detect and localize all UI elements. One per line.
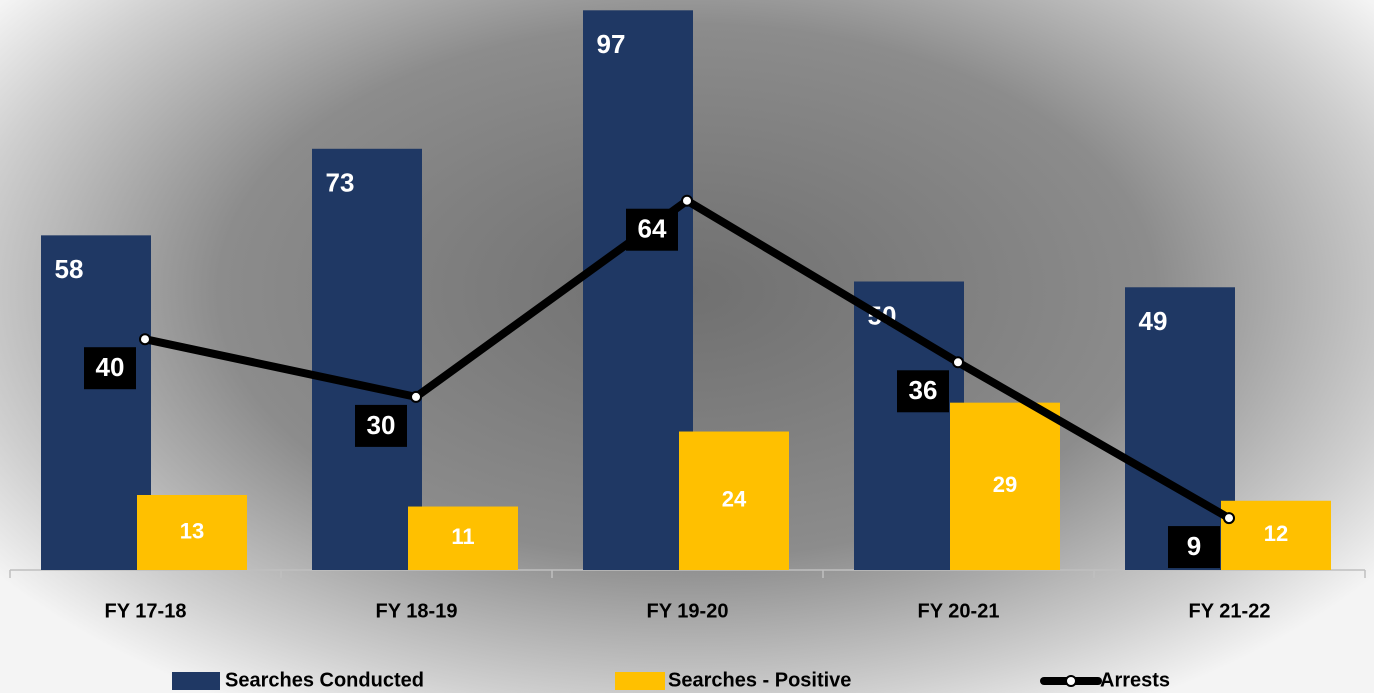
bar bbox=[1221, 500, 1331, 570]
line-marker bbox=[952, 356, 964, 369]
x-tick-label: FY 17-18 bbox=[105, 600, 187, 622]
data-label-box bbox=[626, 208, 678, 251]
line-marker bbox=[681, 194, 693, 207]
data-label-box bbox=[897, 370, 949, 413]
data-label: 29 bbox=[993, 472, 1017, 497]
data-label: 9 bbox=[1187, 531, 1201, 561]
legend-label: Searches Conducted bbox=[225, 669, 424, 691]
data-label-box bbox=[1168, 526, 1220, 569]
x-tick-label: FY 20-21 bbox=[918, 600, 1000, 622]
bar bbox=[583, 10, 693, 571]
data-label: 40 bbox=[96, 352, 125, 382]
legend: Searches Conducted Searches - Positive A… bbox=[172, 669, 1170, 691]
data-label: 36 bbox=[909, 375, 938, 405]
bar bbox=[137, 494, 247, 570]
data-label: 73 bbox=[326, 168, 355, 198]
data-label-box bbox=[355, 404, 407, 447]
data-label: 30 bbox=[367, 410, 396, 440]
x-tick-label: FY 18-19 bbox=[376, 600, 458, 622]
legend-swatch bbox=[615, 672, 665, 690]
data-label: 97 bbox=[597, 29, 626, 59]
bar bbox=[950, 402, 1060, 570]
data-label: 49 bbox=[1139, 306, 1168, 336]
data-label-box bbox=[84, 347, 136, 390]
bar bbox=[41, 235, 151, 570]
legend-swatch bbox=[172, 672, 220, 690]
x-tick-label: FY 21-22 bbox=[1189, 600, 1271, 622]
data-label: 12 bbox=[1264, 521, 1288, 546]
legend-label: Searches - Positive bbox=[668, 669, 851, 691]
bar bbox=[1125, 287, 1235, 570]
line-marker bbox=[410, 390, 422, 403]
data-label: 13 bbox=[180, 518, 204, 543]
line-marker bbox=[139, 333, 151, 346]
bar bbox=[408, 506, 518, 570]
legend-marker bbox=[1065, 675, 1077, 687]
data-label: 11 bbox=[451, 524, 474, 549]
bar bbox=[312, 148, 422, 571]
data-label: 24 bbox=[722, 487, 747, 512]
data-label: 58 bbox=[55, 254, 84, 284]
data-label: 64 bbox=[638, 214, 667, 244]
line-marker bbox=[1223, 512, 1235, 525]
bar bbox=[679, 431, 789, 570]
x-tick-label: FY 19-20 bbox=[647, 600, 729, 622]
legend-label: Arrests bbox=[1100, 669, 1170, 691]
